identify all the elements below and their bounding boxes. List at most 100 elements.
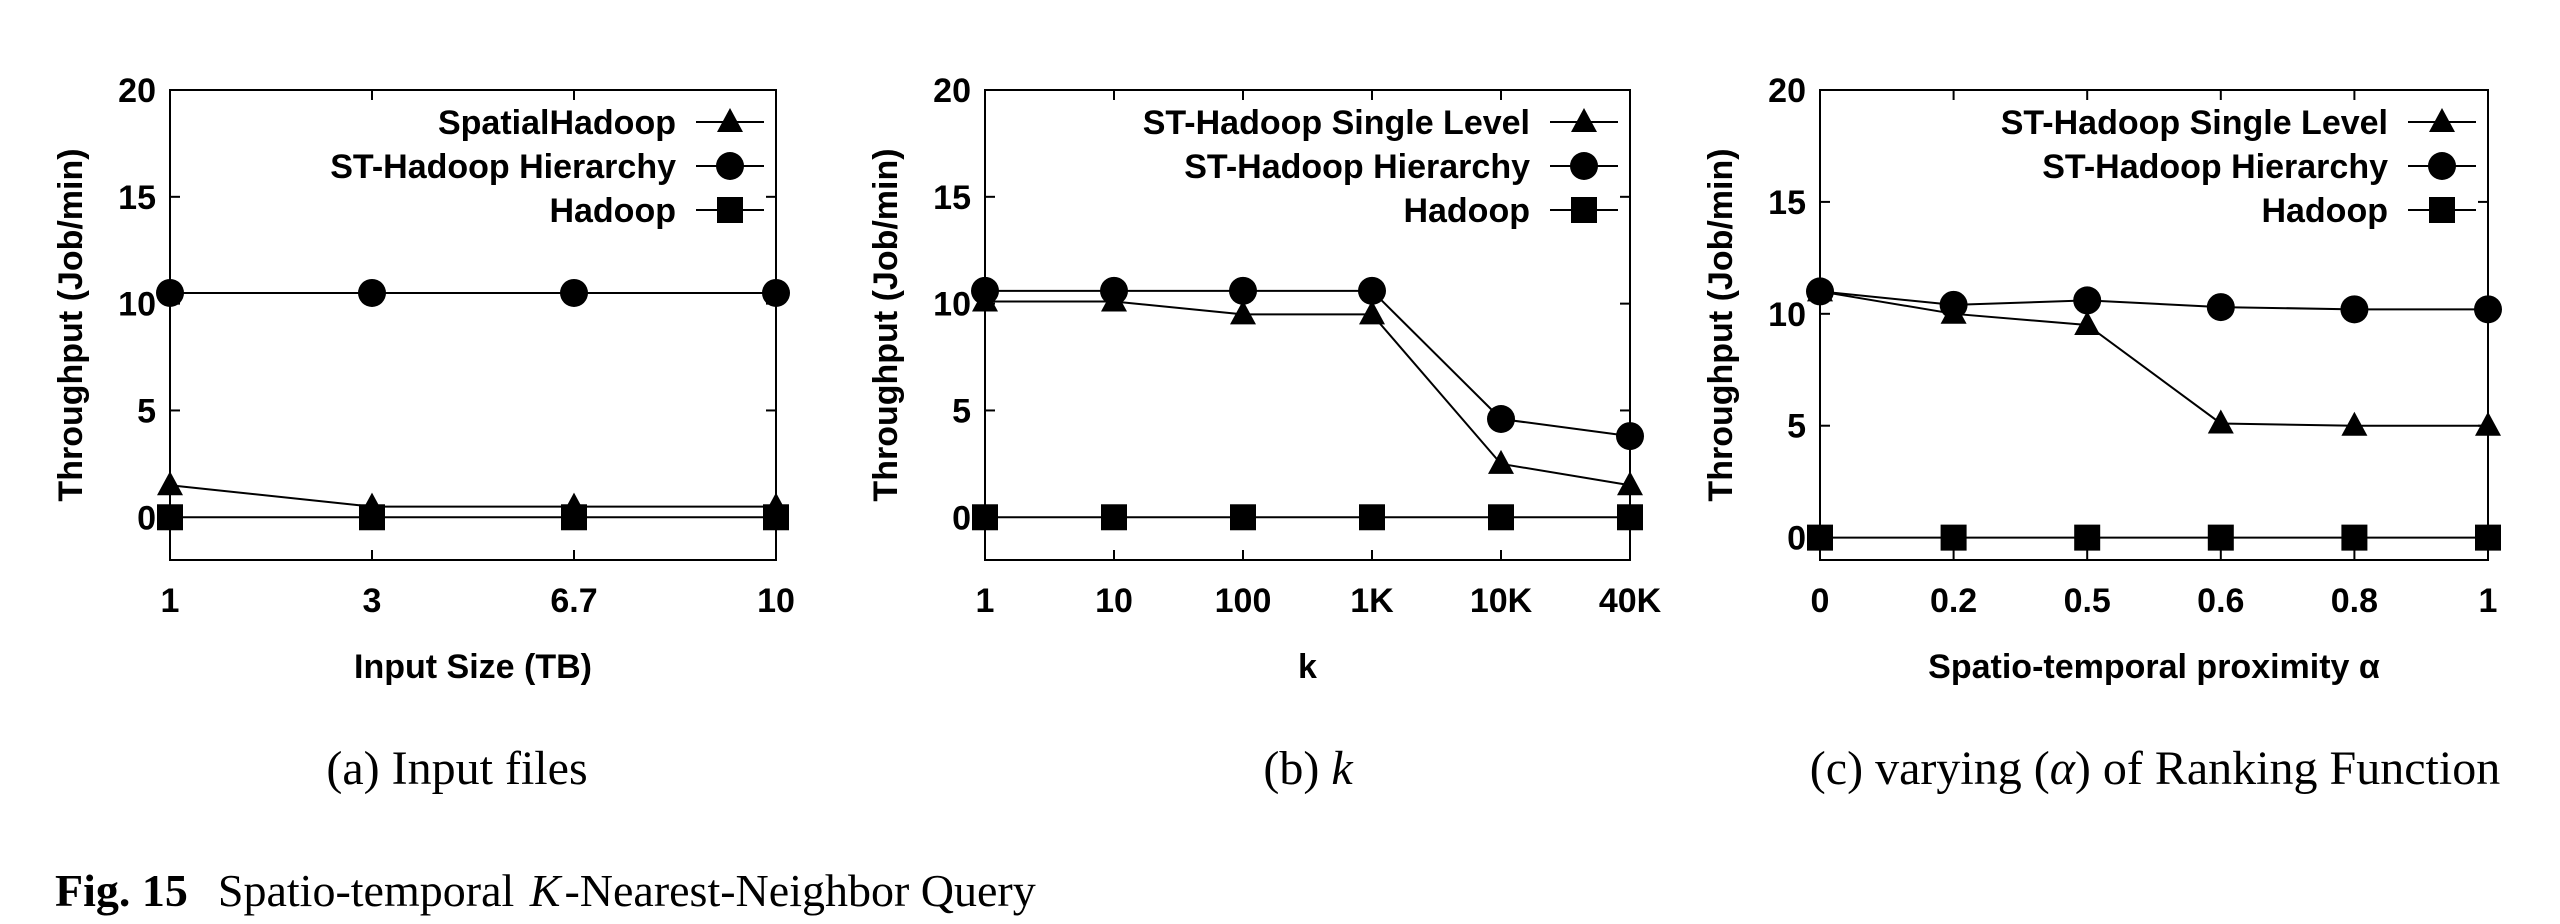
legend-marker-circle — [1570, 152, 1598, 180]
series-circle — [156, 278, 790, 307]
series-square — [972, 504, 1643, 531]
legend-marker-triangle — [1571, 108, 1597, 132]
data-point-square — [1807, 524, 1833, 551]
series-line — [1819, 290, 2488, 427]
data-point-square — [1230, 504, 1256, 531]
data-point-circle — [1487, 405, 1515, 433]
data-point-square — [2207, 524, 2234, 551]
data-point-circle — [1939, 290, 1968, 319]
y-axis-label: Throughput (Job/min) — [52, 148, 90, 501]
x-tick-label: 10 — [1095, 582, 1133, 620]
data-point-square — [1488, 504, 1514, 531]
y-tick-label: 20 — [1768, 72, 1806, 110]
charts-container: 0 5 10 15 20 1 3 6.7 10 Input Size (TB) Throughput… — [52, 72, 2502, 795]
data-point-circle — [1358, 276, 1386, 305]
plot-frame — [984, 89, 1631, 561]
data-point-circle — [2474, 295, 2502, 324]
series-square — [1807, 524, 2501, 551]
series-line — [985, 300, 1631, 487]
series-line — [1819, 290, 2488, 311]
data-point-square — [1617, 504, 1643, 531]
legend-marker-square — [2429, 197, 2455, 223]
legend-marker-square — [1571, 197, 1597, 223]
legend: ST-Hadoop Single Level ST-Hadoop Hierarch… — [2001, 104, 2476, 230]
x-tick-label: 10K — [1470, 582, 1533, 620]
legend-marker-circle — [2428, 152, 2456, 180]
subfigure-caption-suffix: ) of Ranking Function — [2075, 742, 2500, 795]
data-point-circle — [1616, 422, 1644, 451]
x-tick-label: 0 — [1811, 582, 1830, 620]
x-tick-label: 100 — [1215, 582, 1272, 620]
legend-label: ST-Hadoop Single Level — [2001, 104, 2388, 142]
data-point-triangle — [1488, 449, 1514, 474]
figure-caption: Fig. 15 Spatio-temporal K -Nearest-Neigh… — [55, 865, 1036, 916]
y-tick-label: 20 — [118, 72, 156, 110]
data-point-triangle — [157, 471, 183, 496]
data-point-circle — [1229, 276, 1257, 305]
legend-label: Hadoop — [549, 192, 676, 230]
series-line — [985, 289, 1631, 438]
x-tick-label: 0.2 — [1930, 582, 1977, 620]
subfigure-caption-prefix: (a) — [326, 742, 391, 795]
data-point-square — [1940, 524, 1967, 551]
subfigure-caption: (c) varying (α) of Ranking Function — [1810, 742, 2500, 795]
subfigure-caption-italic: α — [2050, 742, 2076, 795]
legend-label: Hadoop — [1403, 192, 1530, 230]
data-point-square — [2074, 524, 2101, 551]
x-axis-label: Input Size (TB) — [354, 648, 592, 686]
data-point-triangle — [2207, 409, 2234, 434]
x-tick-label: 1 — [161, 582, 180, 620]
plot-frame — [1819, 89, 2489, 561]
x-tick-label: 3 — [363, 582, 382, 620]
data-point-square — [763, 504, 789, 531]
y-tick-label: 5 — [137, 392, 156, 430]
data-point-square — [359, 504, 385, 531]
legend-marker-triangle — [2429, 108, 2455, 132]
x-tick-label: 0.5 — [2064, 582, 2111, 620]
series-square — [157, 504, 789, 531]
legend-label: ST-Hadoop Hierarchy — [1184, 148, 1530, 186]
x-tick-label: 40K — [1599, 582, 1662, 620]
figure-caption-text-before: Spatio-temporal — [218, 865, 526, 916]
x-tick-label: 0.6 — [2197, 582, 2244, 620]
subfigure-caption: (a) Input files — [326, 742, 587, 795]
chart-panel-1: 0 5 10 15 20 1 3 6.7 10 Input Size (TB) Throughput… — [52, 72, 795, 795]
series-triangle — [972, 287, 1643, 496]
figure-caption-italic: K — [529, 865, 563, 916]
data-point-circle — [1806, 277, 1834, 306]
data-point-triangle — [2341, 411, 2368, 436]
subfigure-caption-prefix: (c) varying ( — [1810, 742, 2050, 795]
data-point-square — [2341, 524, 2368, 551]
data-point-circle — [1100, 276, 1128, 305]
data-point-square — [2475, 524, 2501, 551]
series-triangle — [157, 471, 789, 517]
legend-label: ST-Hadoop Hierarchy — [2042, 148, 2388, 186]
data-point-triangle — [1617, 471, 1643, 496]
y-tick-label: 15 — [1768, 184, 1806, 222]
legend-label: SpatialHadoop — [438, 104, 676, 142]
y-tick-label: 10 — [933, 286, 971, 324]
data-point-triangle — [2475, 411, 2501, 436]
legend-label: ST-Hadoop Hierarchy — [330, 148, 676, 186]
data-point-square — [972, 504, 998, 531]
series-triangle — [1807, 277, 2501, 436]
x-tick-label: 0.8 — [2331, 582, 2378, 620]
plot-frame — [169, 89, 777, 561]
data-point-circle — [156, 278, 184, 307]
legend: SpatialHadoop ST-Hadoop Hierarchy Hadoop — [330, 104, 764, 230]
subfigure-caption-italic: k — [1331, 742, 1354, 795]
data-point-circle — [971, 276, 999, 305]
data-point-circle — [2206, 293, 2235, 322]
x-axis-label: Spatio-temporal proximity α — [1928, 648, 2380, 686]
data-point-square — [157, 504, 183, 531]
y-tick-label: 20 — [933, 72, 971, 110]
x-tick-label: 10 — [757, 582, 795, 620]
data-point-circle — [2073, 286, 2102, 315]
figure-caption-text-after: -Nearest-Neighbor Query — [564, 865, 1035, 916]
chart-panel-3: 0 5 10 15 20 0 0.2 0.5 0.6 0.8 1 Spatio-temporal pr… — [1702, 72, 2502, 795]
x-tick-label: 6.7 — [550, 582, 597, 620]
x-tick-label: 1K — [1350, 582, 1394, 620]
y-tick-label: 5 — [952, 392, 971, 430]
legend-marker-circle — [716, 152, 744, 180]
